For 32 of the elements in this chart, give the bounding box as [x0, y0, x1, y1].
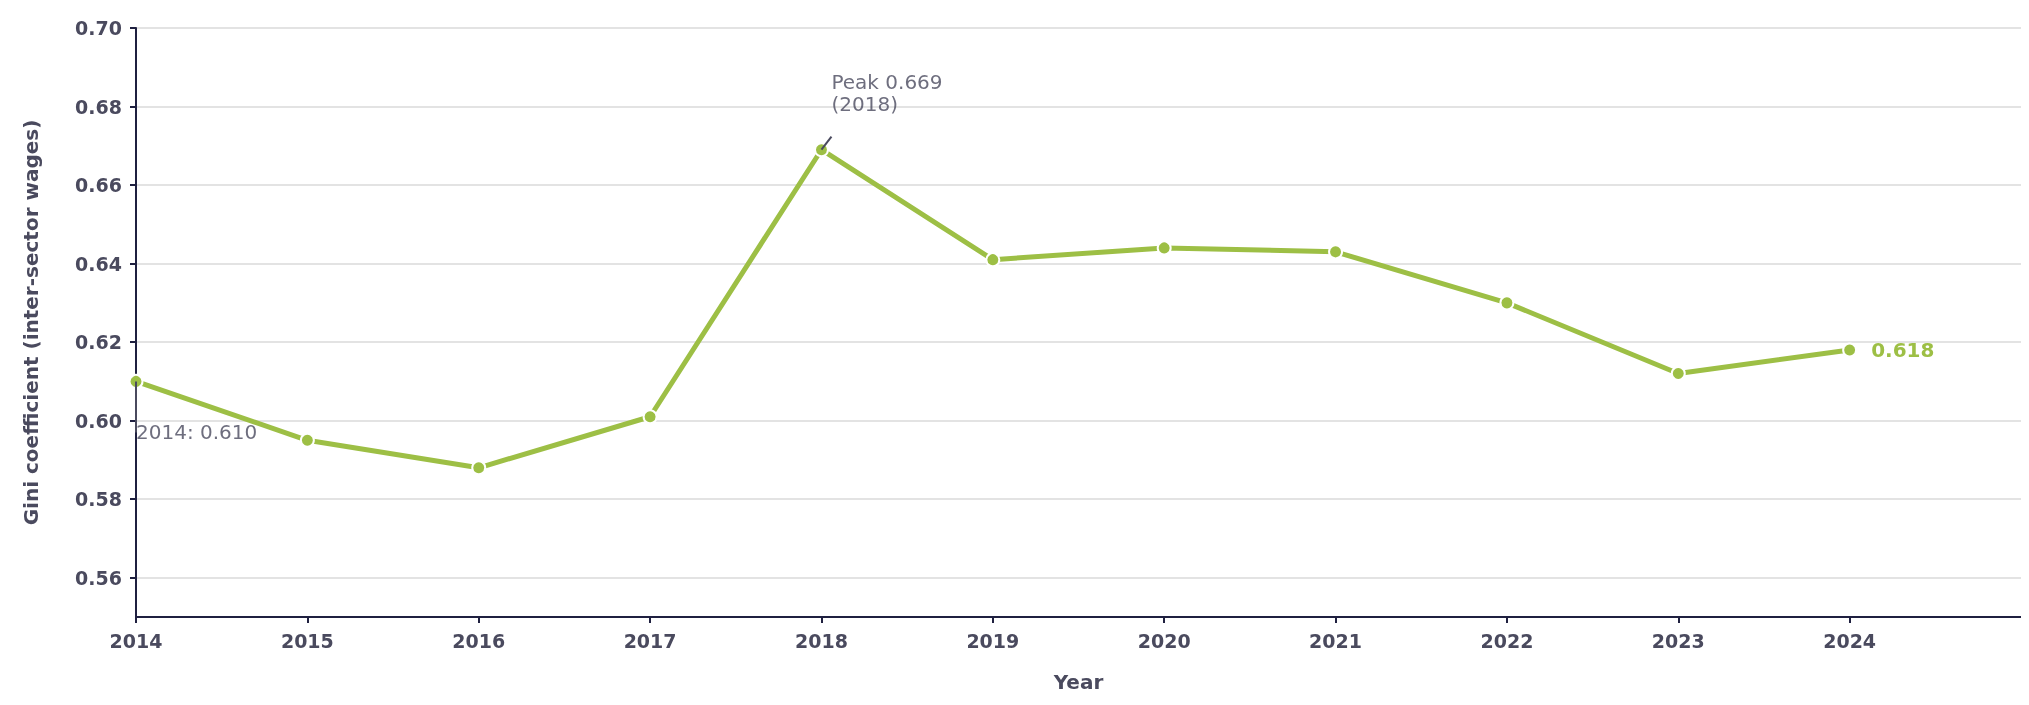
y-tick-label: 0.64: [75, 252, 122, 275]
point: [1156, 240, 1172, 256]
y-tick-label: 0.66: [75, 174, 122, 197]
y-tick-label: 0.60: [75, 409, 122, 432]
point: [471, 460, 487, 476]
point: [1842, 342, 1858, 358]
x-tick-label: 2019: [966, 629, 1020, 652]
y-tick-label: 0.70: [75, 17, 122, 39]
x-tick-label: 2022: [1480, 629, 1534, 652]
x-tick-label: 2015: [280, 629, 334, 652]
x-tick-label: 2017: [623, 629, 677, 652]
x-tick-label: 2024: [1823, 629, 1877, 652]
x-tick-label: 2014: [109, 629, 163, 652]
point: [642, 409, 658, 425]
x-axis-title: Year: [1052, 670, 1104, 694]
x-tick-label: 2018: [795, 629, 848, 652]
data-label: 0.618: [1871, 337, 1935, 362]
point: [985, 252, 1001, 268]
x-tick-label: 2023: [1651, 629, 1705, 652]
point: [299, 432, 315, 448]
annotation: Peak 0.669 (2018): [831, 69, 943, 116]
y-axis-title: Gini coefficient (inter-sector wages): [19, 119, 43, 526]
annotation: 2014: 0.610: [136, 420, 258, 445]
point: [1328, 244, 1344, 260]
y-tick-label: 0.62: [75, 331, 122, 354]
x-tick-label: 2016: [452, 629, 506, 652]
y-tick-label: 0.68: [75, 95, 122, 118]
point: [1499, 295, 1515, 311]
y-tick-label: 0.56: [75, 566, 122, 589]
x-tick-label: 2021: [1309, 629, 1362, 652]
x-tick-label: 2020: [1137, 629, 1191, 652]
y-tick-label: 0.58: [75, 488, 122, 511]
